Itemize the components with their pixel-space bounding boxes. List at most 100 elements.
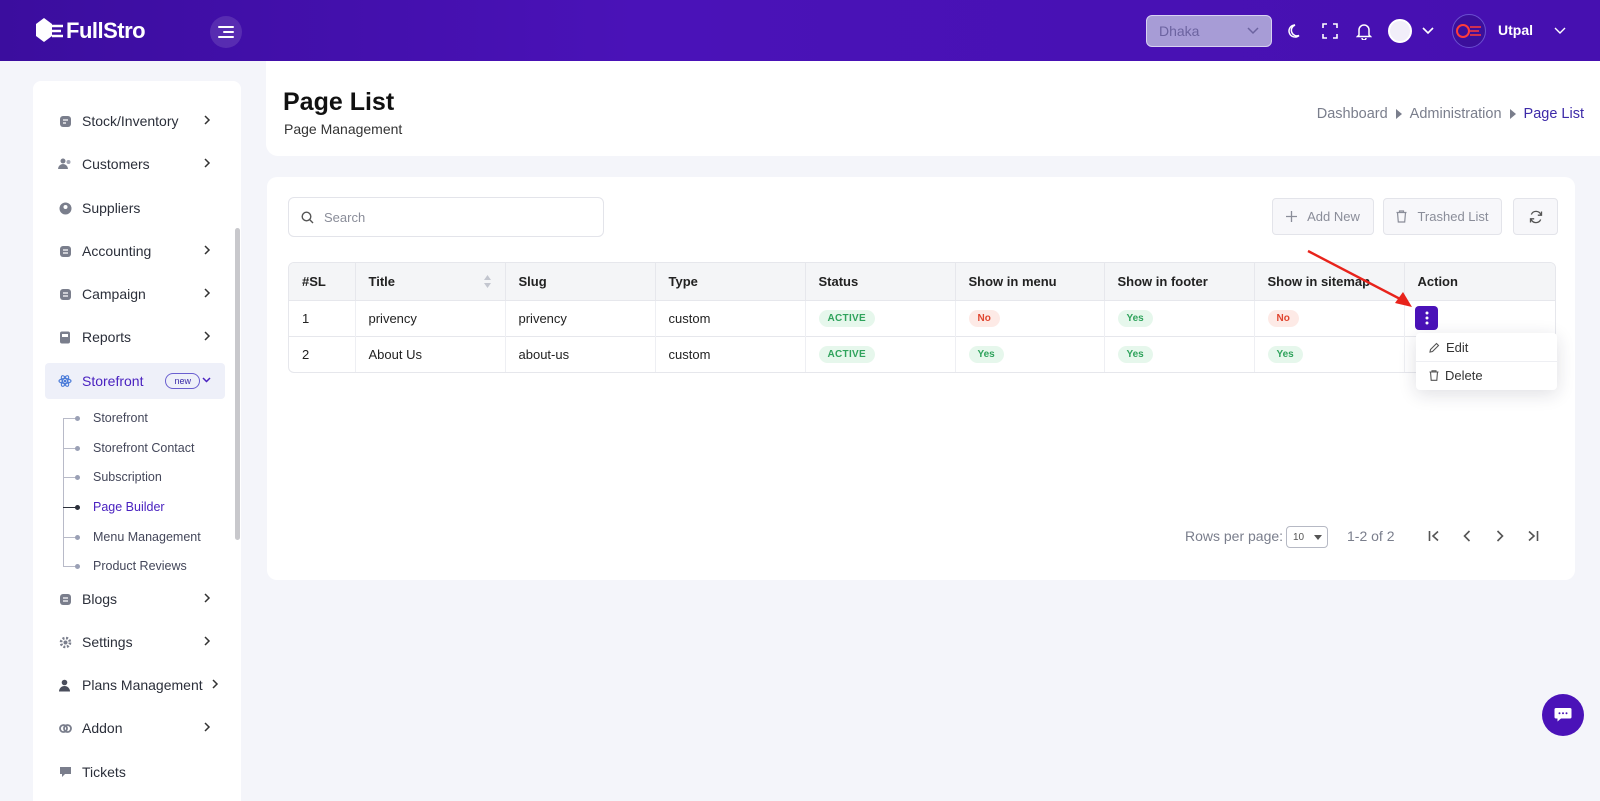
caret-right-icon: [1395, 109, 1402, 119]
submenu-menu-management[interactable]: Menu Management: [93, 530, 201, 544]
sidebar-item-suppliers[interactable]: Suppliers: [45, 190, 225, 226]
sidebar-item-settings[interactable]: Settings: [45, 624, 225, 660]
show-in-sitemap-badge: Yes: [1267, 346, 1303, 364]
sidebar-item-accounting[interactable]: Accounting: [45, 233, 225, 269]
cell-show-in-menu: No: [955, 299, 1105, 336]
page-title: Page List: [283, 88, 395, 116]
add-new-button[interactable]: Add New: [1272, 198, 1374, 235]
trashed-list-label: Trashed List: [1417, 209, 1489, 224]
submenu-storefront[interactable]: Storefront: [93, 411, 148, 425]
column-header-title[interactable]: Title: [355, 263, 506, 300]
submenu-product-reviews[interactable]: Product Reviews: [93, 559, 187, 573]
cell-status: ACTIVE: [805, 299, 956, 336]
trashed-list-button[interactable]: Trashed List: [1383, 198, 1502, 235]
cell-show-in-sitemap: No: [1254, 299, 1405, 336]
notifications-button[interactable]: [1352, 19, 1376, 43]
sidebar-item-tickets[interactable]: Tickets: [45, 754, 225, 790]
sidebar-scrollbar[interactable]: [235, 228, 240, 540]
page-header: [266, 61, 1600, 156]
search-icon: [301, 210, 314, 223]
column-header-status: Status: [805, 263, 956, 300]
sidebar-item-label: Plans Management: [82, 677, 203, 693]
cell-slug: about-us: [505, 335, 656, 372]
column-title-label: Title: [368, 273, 396, 289]
sidebar: Stock/Inventory Customers Suppliers Acco…: [33, 81, 241, 801]
ticket-icon: [58, 765, 72, 779]
sidebar-item-campaign[interactable]: Campaign: [45, 276, 225, 312]
logo-text: FullStro: [66, 18, 146, 43]
moon-icon: [1288, 24, 1300, 38]
status-badge: ACTIVE: [818, 310, 875, 327]
chevron-down-icon: [1554, 27, 1566, 34]
submenu-subscription[interactable]: Subscription: [93, 470, 162, 484]
chat-support-button[interactable]: [1542, 694, 1584, 736]
sidebar-item-blogs[interactable]: Blogs: [45, 581, 225, 617]
edit-label: Edit: [1446, 339, 1469, 355]
chat-icon: [1554, 708, 1572, 722]
status-badge: ACTIVE: [818, 346, 875, 364]
search-input[interactable]: [324, 209, 584, 225]
fullscreen-button[interactable]: [1318, 19, 1342, 43]
submenu-page-builder[interactable]: Page Builder: [93, 500, 165, 514]
trash-icon: [1396, 210, 1407, 223]
cell-type: custom: [655, 299, 806, 336]
delete-menu-item[interactable]: Delete: [1416, 361, 1557, 389]
sidebar-item-customers[interactable]: Customers: [45, 146, 225, 182]
plus-icon: [1286, 211, 1298, 222]
sort-icon: [483, 275, 491, 288]
language-dropdown[interactable]: [1416, 19, 1440, 43]
refresh-button[interactable]: [1513, 198, 1558, 235]
fullscreen-icon: [1322, 23, 1338, 39]
app-logo[interactable]: FullStro: [32, 14, 146, 48]
sidebar-item-addon[interactable]: Addon: [45, 710, 225, 746]
previous-page-button[interactable]: [1457, 526, 1477, 546]
page-subtitle: Page Management: [284, 121, 403, 137]
pencil-icon: [1429, 342, 1440, 353]
addon-icon: [58, 721, 72, 735]
sidebar-item-plans-management[interactable]: Plans Management: [45, 667, 225, 703]
submenu-tree-line: [63, 418, 64, 566]
chevron-right-icon: [204, 288, 211, 298]
last-page-icon: [1528, 530, 1539, 542]
new-badge: new: [165, 373, 200, 389]
trash-icon: [1429, 370, 1439, 381]
sidebar-item-reports[interactable]: Reports: [45, 319, 225, 355]
row-action-menu-button[interactable]: [1415, 306, 1438, 330]
dark-mode-toggle[interactable]: [1284, 19, 1308, 43]
breadcrumb-administration[interactable]: Administration: [1409, 106, 1502, 122]
chevron-right-icon: [204, 245, 211, 255]
sidebar-item-label: Settings: [82, 634, 133, 650]
user-plan-icon: [58, 678, 72, 692]
chevron-right-icon: [212, 679, 219, 689]
next-page-button[interactable]: [1490, 526, 1510, 546]
report-icon: [58, 330, 72, 344]
last-page-button[interactable]: [1523, 526, 1543, 546]
first-page-icon: [1428, 530, 1439, 542]
chevron-right-icon: [1496, 530, 1504, 542]
user-menu-dropdown[interactable]: [1548, 19, 1572, 43]
chevron-right-icon: [204, 331, 211, 341]
show-in-footer-badge: Yes: [1117, 310, 1153, 327]
submenu-storefront-contact[interactable]: Storefront Contact: [93, 441, 195, 455]
column-header-show-in-sitemap: Show in sitemap: [1254, 263, 1405, 300]
chevron-left-icon: [1463, 530, 1471, 542]
user-avatar[interactable]: [1452, 14, 1486, 48]
breadcrumb: Dashboard Administration Page List: [1317, 106, 1584, 122]
rows-per-page-select[interactable]: 10: [1286, 526, 1328, 548]
sidebar-item-storefront[interactable]: Storefront new: [45, 363, 225, 399]
sidebar-item-label: Stock/Inventory: [82, 113, 179, 129]
menu-toggle-button[interactable]: [210, 16, 242, 48]
sidebar-item-label: Tickets: [82, 764, 126, 780]
logo-mark-icon: [36, 18, 63, 42]
top-bar: FullStro Dhaka Utpal: [0, 0, 1600, 61]
user-name[interactable]: Utpal: [1498, 22, 1533, 38]
breadcrumb-dashboard[interactable]: Dashboard: [1316, 106, 1388, 122]
bell-icon: [1356, 24, 1372, 40]
accounting-icon: [58, 244, 72, 258]
language-avatar[interactable]: [1388, 19, 1412, 43]
first-page-button[interactable]: [1424, 526, 1444, 546]
edit-menu-item[interactable]: Edit: [1416, 333, 1557, 361]
sidebar-item-stock-inventory[interactable]: Stock/Inventory: [45, 103, 225, 139]
branch-select[interactable]: Dhaka: [1146, 15, 1272, 47]
sidebar-item-label: Accounting: [82, 243, 152, 259]
